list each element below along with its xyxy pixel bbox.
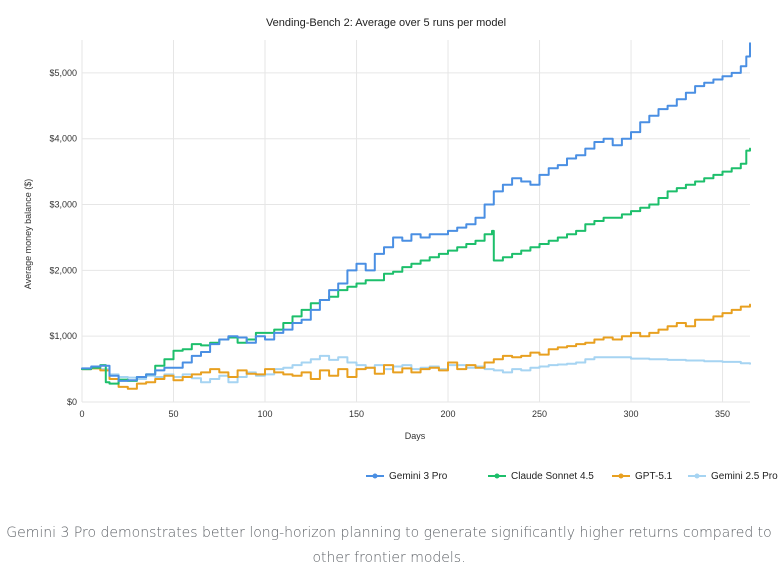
x-tick-label: 50 <box>168 409 178 419</box>
y-tick-label: $3,000 <box>49 200 77 210</box>
line-chart: Vending-Bench 2: Average over 5 runs per… <box>23 17 778 482</box>
legend-item-gemini-2-5-pro: Gemini 2.5 Pro <box>688 471 778 482</box>
y-gridlines <box>82 72 750 403</box>
legend-label: Gemini 3 Pro <box>389 471 448 482</box>
legend-item-gemini-3-pro: Gemini 3 Pro <box>366 471 448 482</box>
x-axis-label: Days <box>405 431 426 441</box>
y-axis-ticks: $0 $1,000 $2,000 $3,000 $4,000 $5,000 <box>49 68 77 407</box>
y-tick-label: $4,000 <box>49 134 77 144</box>
y-tick-label: $0 <box>67 397 77 407</box>
figure-caption: Gemini 3 Pro demonstrates better long-ho… <box>6 525 772 566</box>
x-tick-label: 150 <box>349 409 364 419</box>
y-tick-label: $5,000 <box>49 68 77 78</box>
x-tick-label: 350 <box>715 409 730 419</box>
legend-point-marker <box>694 473 700 479</box>
x-tick-label: 200 <box>441 409 456 419</box>
chart-title: Vending-Bench 2: Average over 5 runs per… <box>266 17 506 29</box>
y-tick-label: $2,000 <box>49 265 77 275</box>
legend-point-marker <box>618 473 624 479</box>
legend-item-gpt-5-1: GPT-5.1 <box>612 471 673 482</box>
legend-label: GPT-5.1 <box>635 471 673 482</box>
series-line-gpt-5-1 <box>81 303 751 390</box>
y-axis-label: Average money balance ($) <box>23 179 33 289</box>
x-tick-label: 0 <box>79 409 84 419</box>
legend-label: Gemini 2.5 Pro <box>711 471 778 482</box>
legend-item-claude-sonnet-4-5: Claude Sonnet 4.5 <box>488 471 594 482</box>
x-tick-label: 250 <box>532 409 547 419</box>
x-tick-label: 300 <box>624 409 639 419</box>
series-lines <box>81 42 751 390</box>
series-line-gemini-3-pro <box>81 42 751 382</box>
series-line-claude-sonnet-4-5 <box>81 147 751 385</box>
x-axis-ticks: 0 50 100 150 200 250 300 350 <box>79 409 730 419</box>
legend-point-marker <box>494 473 500 479</box>
legend: Gemini 3 Pro Claude Sonnet 4.5 GPT-5.1 Gemi… <box>366 471 778 482</box>
y-tick-label: $1,000 <box>49 331 77 341</box>
x-gridlines <box>81 40 724 402</box>
x-tick-label: 100 <box>257 409 272 419</box>
legend-point-marker <box>372 473 378 479</box>
legend-label: Claude Sonnet 4.5 <box>511 471 594 482</box>
